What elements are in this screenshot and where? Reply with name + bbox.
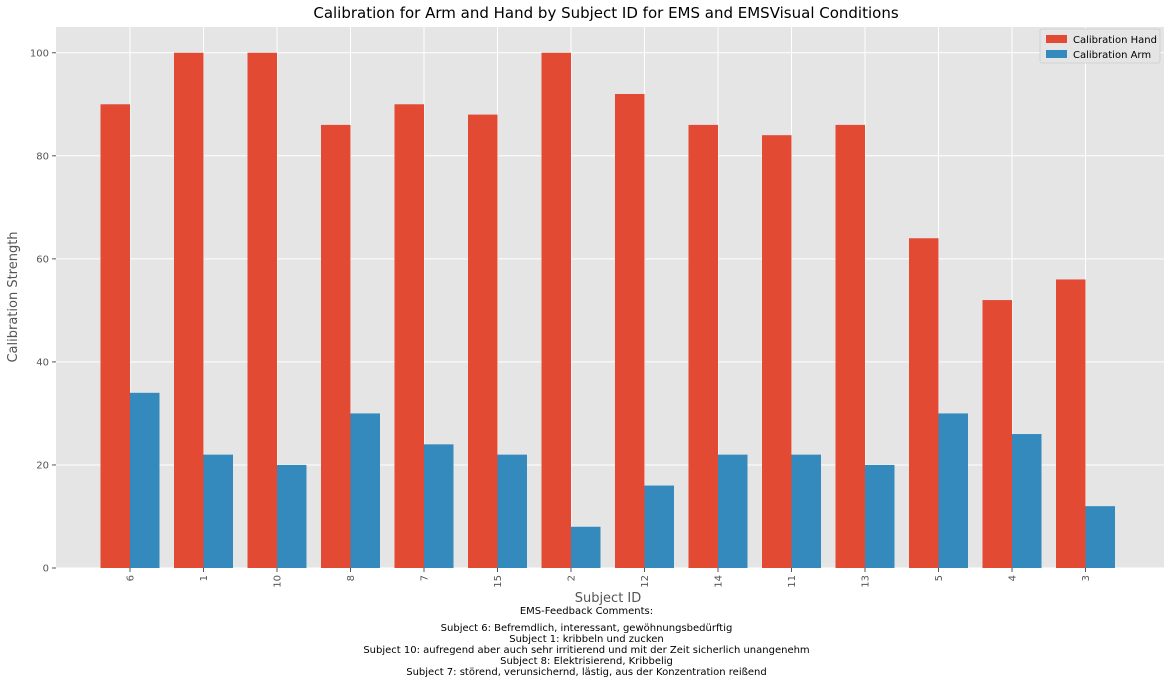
bar-chart: Calibration for Arm and Hand by Subject … [6, 4, 1164, 606]
feedback-heading: EMS-Feedback Comments: [519, 606, 654, 617]
bar-arm [277, 464, 307, 568]
x-tick-label: 10 [273, 575, 284, 588]
plot-area [56, 27, 1164, 568]
bar-hand [321, 124, 351, 569]
bar-hand [174, 52, 204, 569]
bar-arm [203, 454, 233, 568]
y-tick-label: 0 [43, 564, 49, 575]
y-axis-label: Calibration Strength [6, 231, 21, 362]
bar-hand [541, 52, 571, 569]
feedback-line: Subject 8: Elektrisierend, Kribbelig [500, 656, 673, 667]
bar-hand [468, 114, 498, 568]
bar-arm [718, 454, 748, 568]
bar-arm [424, 444, 454, 568]
bar-hand [247, 52, 277, 569]
x-tick-label: 8 [346, 575, 357, 581]
legend-swatch [1046, 50, 1067, 58]
bar-arm [1012, 434, 1042, 568]
bar-hand [394, 104, 424, 569]
x-tick-label: 11 [787, 575, 798, 588]
bar-hand [100, 104, 130, 569]
x-tick-label: 6 [126, 575, 137, 581]
x-tick-label: 3 [1081, 575, 1092, 581]
feedback-line: Subject 7: störend, verunsichernd, lästi… [406, 667, 767, 678]
x-tick-label: 5 [934, 575, 945, 581]
bar-hand [688, 124, 718, 569]
chart-title: Calibration for Arm and Hand by Subject … [313, 4, 898, 22]
feedback-line: Subject 6: Befremdlich, interessant, gew… [440, 623, 733, 634]
x-tick-label: 12 [640, 575, 651, 588]
x-tick-label: 4 [1008, 575, 1019, 581]
bar-arm [938, 413, 968, 568]
y-tick-label: 60 [36, 254, 49, 265]
legend-swatch [1046, 35, 1067, 43]
x-tick-label: 15 [493, 575, 504, 588]
x-tick-label: 1 [199, 575, 210, 581]
y-tick-label: 40 [36, 357, 49, 368]
bar-hand [835, 124, 865, 569]
bar-arm [644, 485, 674, 568]
legend-label: Calibration Hand [1073, 35, 1157, 46]
x-tick-label: 14 [714, 575, 725, 588]
x-axis-label: Subject ID [575, 591, 642, 606]
feedback-line: Subject 10: aufregend aber auch sehr irr… [363, 645, 810, 656]
bar-arm [497, 454, 527, 568]
bar-arm [571, 526, 601, 568]
legend-label: Calibration Arm [1073, 50, 1151, 61]
feedback-comments: EMS-Feedback Comments: Subject 6: Befrem… [0, 606, 1173, 678]
bar-arm [130, 392, 160, 568]
x-tick-label: 2 [567, 575, 578, 581]
x-tick-label: 13 [861, 575, 872, 588]
y-tick-label: 80 [36, 151, 49, 162]
y-tick-label: 100 [30, 48, 49, 59]
bar-hand [615, 93, 645, 568]
bar-hand [909, 238, 939, 568]
bar-hand [982, 300, 1012, 568]
bar-arm [865, 464, 895, 568]
bar-arm [791, 454, 821, 568]
legend [1039, 28, 1161, 64]
x-tick-label: 7 [420, 575, 431, 581]
bar-arm [1085, 506, 1115, 568]
bar-hand [762, 135, 792, 568]
y-tick-label: 20 [36, 460, 49, 471]
bar-arm [350, 413, 380, 568]
feedback-line: Subject 1: kribbeln und zucken [509, 634, 664, 645]
bar-hand [1056, 279, 1086, 568]
